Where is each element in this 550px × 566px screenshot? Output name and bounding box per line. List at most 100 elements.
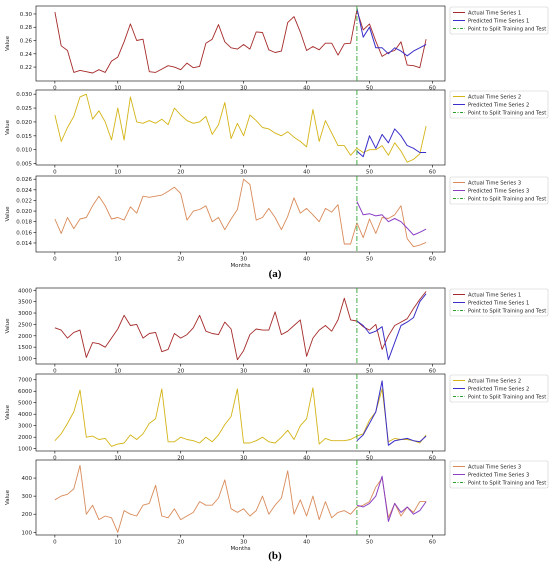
legend: Actual Time Series 1 Predicted Time Serie… [449, 6, 549, 35]
x-tick-label: 20 [177, 540, 184, 546]
actual-series-line [54, 178, 427, 248]
x-tick-label: 60 [429, 369, 436, 375]
x-axis-label: Months [230, 263, 250, 269]
legend-box [449, 6, 549, 35]
y-tick-label: 4000 [18, 412, 32, 418]
x-axis-label: Months [230, 546, 250, 552]
y-axis-label: Value [5, 119, 11, 135]
x-tick-label: 30 [240, 86, 247, 92]
y-tick-label: 0.005 [16, 162, 32, 168]
legend: Actual Time Series 2 Predicted Time Serie… [449, 90, 549, 119]
actual-series-line [54, 291, 427, 361]
subplot-5: 1000 2000 3000 4000 5000 6000 7000 0 10 20 30 40 50 6… [5, 373, 549, 462]
y-tick-label: 0.020 [16, 209, 32, 215]
x-tick-label: 60 [429, 170, 436, 176]
y-tick-label: 5000 [18, 401, 32, 407]
y-tick-label: 0.24 [20, 52, 33, 58]
legend-entry-label: Actual Time Series 1 [468, 11, 521, 17]
y-axis-label: Value [5, 35, 11, 51]
plot-frame [35, 459, 446, 536]
y-tick-label: 0.22 [20, 65, 32, 71]
plot-frame [35, 373, 446, 452]
legend-box [449, 288, 549, 317]
actual-series-line [54, 93, 427, 163]
x-tick-label: 30 [240, 540, 247, 546]
x-tick-label: 20 [177, 86, 184, 92]
y-tick-label: 0.015 [16, 134, 32, 140]
x-tick-label: 30 [240, 456, 247, 462]
y-tick-label: 0.030 [16, 92, 32, 98]
subplot-2: 0.005 0.010 0.015 0.020 0.025 0.030 0 10 20 30 40 5… [5, 89, 549, 176]
x-tick-label: 40 [303, 456, 310, 462]
y-tick-label: 0.30 [20, 12, 33, 18]
x-tick-label: 50 [366, 540, 373, 546]
legend-entry-label: Point to Split Training and Test [468, 27, 546, 33]
y-tick-label: 6000 [18, 389, 32, 395]
x-tick-label: 10 [114, 456, 121, 462]
x-tick-label: 20 [177, 257, 184, 263]
y-tick-label: 200 [22, 512, 33, 518]
y-axis-label: Value [5, 404, 11, 420]
legend-box [449, 90, 549, 119]
plot-frame [35, 89, 446, 166]
y-tick-label: 2000 [18, 435, 32, 441]
x-tick-label: 30 [240, 170, 247, 176]
x-tick-label: 40 [303, 540, 310, 546]
x-tick-label: 0 [53, 369, 57, 375]
x-tick-label: 20 [177, 456, 184, 462]
x-tick-label: 10 [114, 86, 121, 92]
legend-entry-label: Point to Split Training and Test [468, 111, 546, 117]
legend-entry-label: Predicted Time Series 3 [468, 473, 529, 479]
y-tick-label: 0.018 [16, 220, 32, 226]
y-tick-label: 3000 [18, 424, 32, 430]
y-tick-label: 0.020 [16, 120, 32, 126]
legend-box [449, 460, 549, 489]
plot-frame [35, 5, 446, 82]
x-tick-label: 50 [366, 456, 373, 462]
predicted-series-line [356, 293, 427, 361]
panel-a-label: (a) [268, 268, 282, 280]
legend: Actual Time Series 1 Predicted Time Serie… [449, 288, 549, 317]
actual-series-line [54, 387, 427, 447]
legend-entry-label: Actual Time Series 3 [468, 181, 521, 187]
x-tick-label: 0 [53, 540, 57, 546]
x-tick-label: 0 [53, 86, 57, 92]
x-tick-label: 20 [177, 170, 184, 176]
predicted-series-line [356, 475, 427, 522]
x-tick-label: 50 [366, 257, 373, 263]
subplot-4: 1000 1500 2000 2500 3000 3500 4000 0 10 20 30 40 50 6… [5, 287, 549, 375]
x-tick-label: 50 [366, 170, 373, 176]
plot-frame [35, 287, 446, 365]
x-tick-label: 60 [429, 456, 436, 462]
predicted-series-line [356, 128, 427, 158]
legend-entry-label: Point to Split Training and Test [468, 395, 546, 401]
x-tick-label: 10 [114, 257, 121, 263]
legend-entry-label: Point to Split Training and Test [468, 309, 546, 315]
legend-entry-label: Predicted Time Series 2 [468, 387, 529, 393]
panel-b-label: (b) [268, 550, 282, 562]
x-tick-label: 60 [429, 86, 436, 92]
x-tick-label: 10 [114, 170, 121, 176]
plot-frame [35, 175, 446, 253]
y-tick-label: 0.024 [16, 188, 32, 194]
legend-entry-label: Predicted Time Series 3 [468, 189, 529, 195]
y-tick-label: 0.26 [20, 39, 33, 45]
y-tick-label: 0.014 [16, 241, 32, 247]
y-tick-label: 400 [22, 476, 33, 482]
y-tick-label: 0.026 [16, 177, 32, 183]
x-tick-label: 20 [177, 369, 184, 375]
legend-entry-label: Actual Time Series 2 [468, 379, 521, 385]
x-tick-label: 30 [240, 369, 247, 375]
legend-box [449, 374, 549, 403]
legend-entry-label: Actual Time Series 3 [468, 465, 521, 471]
x-tick-label: 60 [429, 257, 436, 263]
x-tick-label: 50 [366, 369, 373, 375]
y-tick-label: 7000 [18, 378, 32, 384]
y-axis-label: Value [5, 318, 11, 334]
legend-entry-label: Point to Split Training and Test [468, 197, 546, 203]
predicted-series-line [356, 201, 427, 236]
predicted-series-line [356, 7, 427, 57]
y-tick-label: 3000 [18, 311, 32, 317]
legend-box [449, 176, 549, 205]
x-tick-label: 40 [303, 369, 310, 375]
